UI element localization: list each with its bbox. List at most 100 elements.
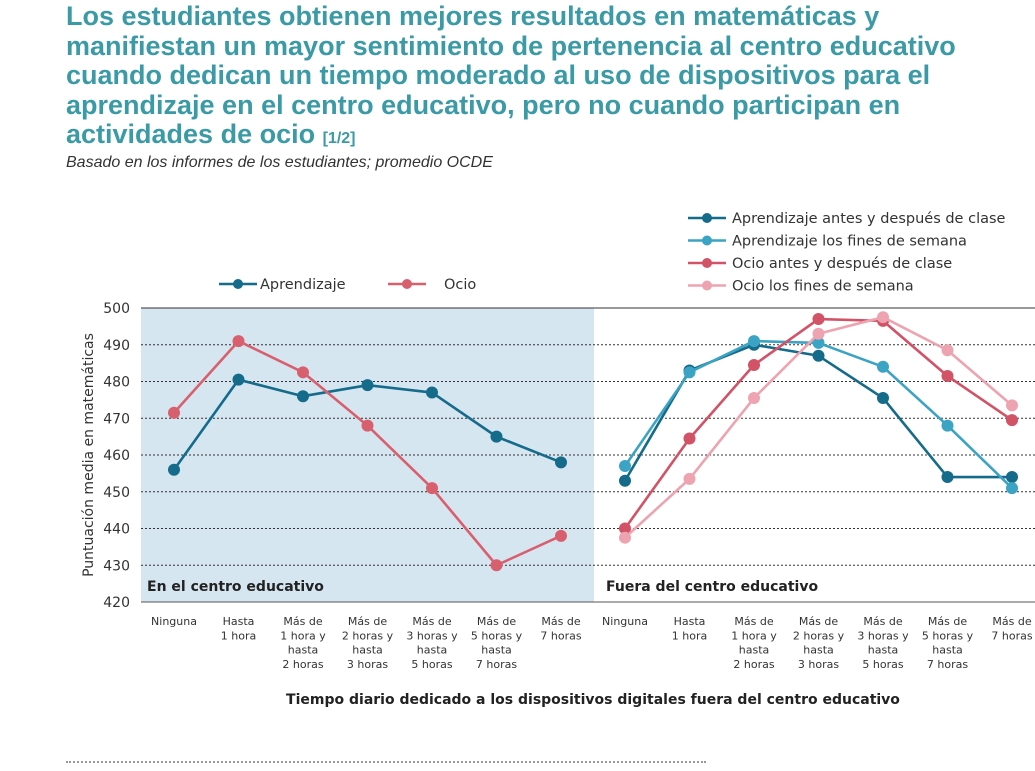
data-point <box>683 366 696 379</box>
series-ocio <box>168 335 567 572</box>
x-tick-label: Más de 1 hora y hasta 2 horas <box>280 615 326 671</box>
x-tick-label: Más de 5 horas y hasta 7 horas <box>922 615 974 671</box>
data-point <box>490 430 503 443</box>
x-tick-label: Más de 2 horas y hasta 3 horas <box>793 615 845 671</box>
data-point <box>1006 399 1018 412</box>
x-axis-title: Tiempo diario dedicado a los dispositivo… <box>286 692 900 708</box>
data-point <box>426 386 438 399</box>
legend-item: Ocio los fines de semana <box>688 279 914 295</box>
data-point <box>619 531 631 544</box>
footnote-divider <box>66 761 706 771</box>
legend-item: Aprendizaje <box>219 277 346 293</box>
data-point <box>426 482 438 495</box>
x-tick-label: Más de 2 horas y hasta 3 horas <box>342 615 394 671</box>
legend-item: Aprendizaje los fines de semana <box>688 234 967 250</box>
data-point <box>490 559 503 572</box>
data-point <box>361 419 374 432</box>
legend-label: Aprendizaje <box>260 277 346 293</box>
y-tick-label: 490 <box>103 338 130 354</box>
legend-label: Ocio antes y después de clase <box>732 256 952 272</box>
data-point <box>941 419 954 432</box>
chart-title: Los estudiantes obtienen mejores resulta… <box>66 1 1026 154</box>
series-layer <box>168 311 1018 572</box>
legend-label: Ocio <box>444 277 476 293</box>
panel-label-school: En el centro educativo <box>147 579 324 595</box>
y-tick-label: 470 <box>103 411 130 427</box>
x-tick-label: Más de 7 horas <box>540 615 581 642</box>
series-line <box>623 339 1013 490</box>
data-point <box>168 463 180 476</box>
data-point <box>812 327 825 340</box>
x-tick-label: Hasta 1 hora <box>221 615 256 642</box>
legend-item: Ocio <box>388 277 476 293</box>
series-aprendizaje <box>168 373 567 476</box>
legend-swatch-marker <box>702 258 712 268</box>
legend-swatch-marker <box>233 279 243 289</box>
panel-label-outside: Fuera del centro educativo <box>606 579 818 595</box>
series-ocio-antes-y-despues-de-clase <box>619 313 1018 535</box>
data-point <box>297 390 309 403</box>
series-line <box>623 343 1012 482</box>
data-point <box>748 358 760 371</box>
data-point <box>555 456 567 469</box>
x-tick-label: Hasta 1 hora <box>672 615 707 642</box>
x-tick-label: Ninguna <box>151 615 197 628</box>
data-point <box>1006 471 1018 484</box>
x-tick-label: Más de 3 horas y hasta 5 horas <box>406 615 458 671</box>
data-point <box>748 392 760 405</box>
y-tick-label: 480 <box>103 375 130 391</box>
x-axis-category-labels: Ninguna Hasta 1 hora Más de 1 hora y hasta 2 h… <box>151 615 1033 671</box>
legend-swatch-marker <box>702 280 712 291</box>
chart-title-text: Los estudiantes obtienen mejores resulta… <box>66 1 956 149</box>
data-point <box>683 432 696 445</box>
y-tick-label: 500 <box>103 301 130 317</box>
y-tick-label: 460 <box>103 448 130 464</box>
data-point <box>1006 414 1018 427</box>
part-label: [1/2] <box>322 130 356 147</box>
legend-item: Ocio antes y después de clase <box>688 256 952 272</box>
data-point <box>877 392 889 405</box>
y-tick-label: 420 <box>103 595 130 611</box>
legend-label: Aprendizaje antes y después de clase <box>732 211 1006 227</box>
data-point <box>232 373 245 386</box>
data-point <box>555 529 567 542</box>
data-point <box>619 474 631 487</box>
data-point <box>361 379 374 392</box>
data-point <box>619 460 631 473</box>
data-point <box>941 344 954 357</box>
data-point <box>619 522 631 535</box>
data-point <box>877 311 889 324</box>
gridlines <box>141 307 1035 566</box>
data-point <box>877 360 889 373</box>
legend-item: Aprendizaje antes y después de clase <box>688 211 1006 227</box>
y-tick-label: 450 <box>103 485 130 501</box>
legend-label: Ocio los fines de semana <box>732 279 914 295</box>
legends: Aprendizaje Ocio Aprendizaje antes y despu… <box>219 211 1006 295</box>
chart-subtitle: Basado en los informes de los estudiante… <box>66 154 493 171</box>
y-tick-label: 430 <box>103 558 130 574</box>
series-aprendizaje-los-fines-de-semana <box>619 335 1018 495</box>
legend-swatch-marker <box>702 213 712 223</box>
data-point <box>812 349 825 362</box>
series-ocio-los-fines-de-semana <box>619 311 1018 544</box>
y-tick-label: 440 <box>103 522 130 538</box>
data-point <box>941 369 954 382</box>
data-point <box>812 313 825 326</box>
x-tick-label: Más de 1 hora y hasta 2 horas <box>731 615 777 671</box>
legend-swatch-marker <box>402 279 412 289</box>
data-point <box>1006 482 1018 495</box>
legend-label: Aprendizaje los fines de semana <box>732 234 967 250</box>
x-tick-label: Ninguna <box>602 615 648 628</box>
data-point <box>941 471 954 484</box>
y-axis-ticks: 420 430 440 450 460 470 480 490 500 <box>103 301 130 611</box>
x-tick-label: Más de 3 horas y hasta 5 horas <box>857 615 909 671</box>
y-axis-title: Puntuación media en matemáticas <box>81 333 97 577</box>
data-point <box>812 336 825 349</box>
x-tick-label: Más de 7 horas <box>991 615 1032 642</box>
data-point <box>683 472 696 485</box>
legend-swatch-marker <box>702 235 712 246</box>
data-point <box>748 335 760 348</box>
data-point <box>168 406 180 419</box>
x-tick-label: Más de 5 horas y hasta 7 horas <box>471 615 523 671</box>
